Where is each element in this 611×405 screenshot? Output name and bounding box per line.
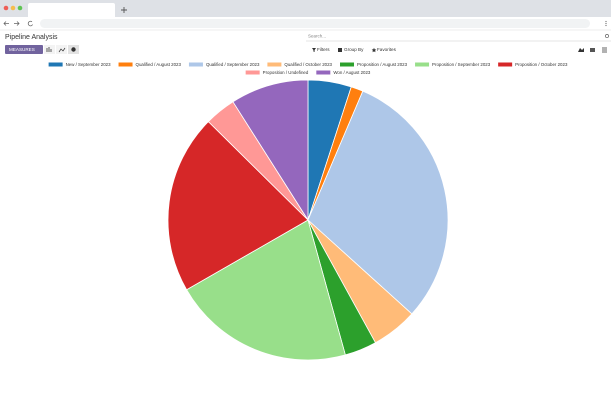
- page-title: Pipeline Analysis: [5, 34, 58, 41]
- new-tab[interactable]: [121, 7, 127, 13]
- pie-slice: [186, 219, 346, 361]
- back[interactable]: [3, 21, 9, 26]
- legend-label: Qualified / October 2023: [284, 62, 332, 67]
- pivot-view[interactable]: [590, 48, 595, 52]
- legend-swatch: [316, 70, 331, 75]
- bar-chart-button[interactable]: [44, 45, 55, 54]
- search-box[interactable]: [306, 32, 610, 41]
- forward[interactable]: [14, 21, 20, 26]
- minimize-dot[interactable]: [10, 5, 16, 11]
- menu-dot: [605, 22, 607, 25]
- legend-item: Won / August 2023: [316, 70, 371, 75]
- maximize-dot[interactable]: [17, 5, 23, 11]
- legend-item: Proposition / Undefined: [245, 70, 309, 75]
- menu-dot: [605, 24, 607, 27]
- legend: New / September 2023 Qualified / August 2…: [48, 62, 568, 75]
- graph-view[interactable]: [578, 48, 584, 52]
- legend-item: Qualified / October 2023: [267, 62, 333, 67]
- legend-swatch: [340, 62, 355, 67]
- menu-dot[interactable]: [605, 20, 607, 23]
- legend-swatch: [267, 62, 282, 67]
- group-by[interactable]: Group By: [344, 47, 364, 52]
- pie-slice: [167, 121, 309, 291]
- legend-item: Proposition / August 2023: [340, 62, 408, 67]
- tab-bar: [0, 0, 611, 17]
- legend-item: Proposition / October 2023: [498, 62, 568, 67]
- reload[interactable]: [27, 20, 33, 27]
- legend-label: Qualified / August 2023: [136, 62, 182, 67]
- filter-icon: [312, 48, 316, 52]
- search-icon[interactable]: [605, 34, 609, 38]
- legend-swatch: [118, 62, 133, 67]
- legend-label: Proposition / September 2023: [432, 62, 491, 67]
- pie-slice: [307, 90, 449, 315]
- legend-label: Won / August 2023: [333, 70, 371, 75]
- pie-icon: [71, 47, 76, 52]
- measures-label: MEASURES: [9, 47, 35, 52]
- filters[interactable]: Filters: [317, 47, 330, 52]
- search-placeholder: Search...: [308, 34, 326, 39]
- group-icon: [338, 48, 342, 52]
- tab[interactable]: [28, 3, 115, 17]
- line-icon: [58, 47, 66, 53]
- url-bar[interactable]: [40, 19, 590, 28]
- star-icon: [371, 47, 377, 53]
- legend-swatch: [245, 70, 260, 75]
- pie-slice: [232, 79, 309, 222]
- list-view[interactable]: [602, 47, 607, 53]
- bar-icon: [46, 47, 52, 52]
- legend-item: Qualified / September 2023: [188, 62, 260, 67]
- legend-swatch: [498, 62, 513, 67]
- legend-item: Proposition / September 2023: [415, 62, 491, 67]
- legend-label: Proposition / August 2023: [357, 62, 408, 67]
- legend-swatch: [415, 62, 430, 67]
- legend-item: New / September 2023: [48, 62, 111, 67]
- legend-label: New / September 2023: [66, 62, 111, 67]
- legend-swatch: [188, 62, 203, 67]
- legend-item: Qualified / August 2023: [118, 62, 182, 67]
- legend-label: Proposition / Undefined: [263, 70, 309, 75]
- pie: [167, 79, 449, 361]
- close-dot[interactable]: [3, 5, 9, 11]
- measures-button[interactable]: [5, 45, 43, 54]
- legend-label: Proposition / October 2023: [515, 62, 568, 67]
- legend-label: Qualified / September 2023: [206, 62, 260, 67]
- favorites[interactable]: Favorites: [377, 47, 397, 52]
- legend-swatch: [48, 62, 63, 67]
